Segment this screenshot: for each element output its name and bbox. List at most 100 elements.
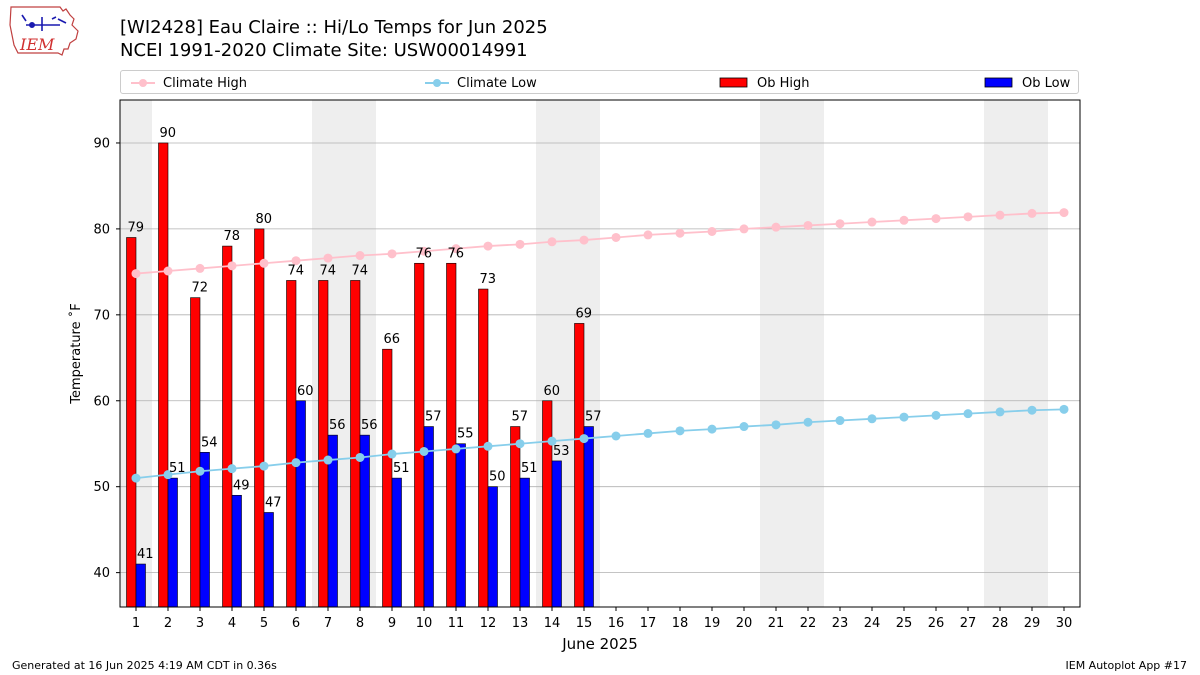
climate-low-point: [259, 461, 269, 471]
climate-high-point: [259, 258, 269, 268]
ob-high-bar: [190, 297, 201, 608]
x-tick-label: 22: [800, 616, 817, 631]
climate-low-point: [931, 410, 941, 420]
climate-high-point: [387, 249, 397, 259]
climate-high-point: [803, 220, 813, 230]
climate-low-point: [323, 455, 333, 465]
x-tick-label: 24: [864, 616, 881, 631]
climate-low-point: [611, 431, 621, 441]
climate-high-point: [355, 251, 365, 261]
x-tick-label: 9: [388, 616, 396, 631]
ob-high-label: 74: [352, 263, 369, 278]
climate-low-line: [135, 408, 1065, 479]
y-axis-label: Temperature ˚F: [68, 303, 84, 404]
climate-high-point: [515, 239, 525, 249]
ob-high-bar: [574, 323, 585, 608]
climate-high-point: [195, 263, 205, 273]
x-tick-label: 21: [768, 616, 785, 631]
climate-low-point: [195, 466, 205, 476]
ob-high-label: 57: [512, 410, 529, 425]
x-tick-label: 4: [228, 616, 236, 631]
climate-low-point: [131, 473, 141, 483]
climate-low-point: [803, 417, 813, 427]
ob-high-bar: [318, 280, 329, 608]
ob-high-bar: [350, 280, 361, 608]
legend-label-climate-high: Climate High: [163, 75, 248, 91]
ob-low-bar: [295, 400, 306, 608]
legend-label-ob-low: Ob Low: [1022, 75, 1071, 91]
x-tick-label: 23: [832, 616, 849, 631]
climate-high-point: [867, 217, 877, 227]
climate-high-point: [835, 219, 845, 229]
ob-low-label: 54: [201, 435, 218, 450]
iem-logo: IEM: [9, 6, 79, 56]
x-tick-label: 6: [292, 616, 300, 631]
climate-high-point: [771, 222, 781, 232]
ob-low-label: 41: [137, 547, 154, 562]
bar-value-labels: 79 90 72 78 80 74 74 74 66 76 76 73 57 60 69 41 51 54 49 47…: [128, 126, 602, 562]
ob-high-label: 73: [480, 272, 497, 287]
y-tick-label: 60: [93, 394, 110, 409]
ob-low-bar: [263, 512, 274, 608]
generated-timestamp: Generated at 16 Jun 2025 4:19 AM CDT in …: [12, 659, 277, 672]
x-tick-label: 10: [416, 616, 433, 631]
ob-low-bar: [391, 477, 402, 608]
ob-high-label: 74: [288, 263, 305, 278]
climate-high-point: [899, 215, 909, 225]
legend-item-climate-high: Climate High: [131, 74, 247, 92]
legend: Climate High Climate Low Ob High Ob Low: [120, 70, 1079, 94]
bars: [126, 142, 594, 608]
climate-high-point: [1059, 208, 1069, 218]
x-tick-label: 15: [576, 616, 593, 631]
x-tick-label: 25: [896, 616, 913, 631]
climate-low-line-swatch: [425, 79, 449, 87]
ob-low-label: 51: [393, 461, 410, 476]
legend-item-ob-low: Ob Low: [984, 74, 1070, 92]
climate-high-point: [483, 241, 493, 251]
y-tick-label: 70: [93, 308, 110, 323]
climate-low-point: [355, 452, 365, 462]
ob-high-label: 74: [320, 263, 337, 278]
x-tick-label: 17: [640, 616, 657, 631]
x-tick-label: 7: [324, 616, 332, 631]
x-tick-label: 20: [736, 616, 753, 631]
ob-high-bar: [510, 426, 521, 608]
climate-low-point: [675, 426, 685, 436]
climate-high-point: [675, 228, 685, 238]
climate-high-point: [611, 232, 621, 242]
chart-title: [WI2428] Eau Claire :: Hi/Lo Temps for J…: [120, 17, 548, 38]
ob-low-bar: [231, 494, 242, 608]
y-tick-label: 90: [93, 136, 110, 151]
ob-low-label: 50: [489, 470, 506, 485]
legend-label-ob-high: Ob High: [757, 75, 810, 91]
climate-high-point: [707, 226, 717, 236]
x-tick-label: 2: [164, 616, 172, 631]
climate-low-point: [291, 458, 301, 468]
climate-low-point: [771, 420, 781, 430]
ob-low-label: 57: [585, 410, 602, 425]
climate-high-point: [579, 235, 589, 245]
legend-item-ob-high: Ob High: [719, 74, 810, 92]
x-tick-label: 14: [544, 616, 561, 631]
ob-high-bar-swatch: [719, 77, 748, 88]
ob-low-bar: [519, 477, 530, 608]
ob-high-label: 79: [128, 220, 145, 235]
x-tick-label: 27: [960, 616, 977, 631]
ob-low-label: 56: [329, 418, 346, 433]
x-tick-label: 13: [512, 616, 529, 631]
climate-high-point: [451, 244, 461, 254]
x-tick-label: 1: [132, 616, 140, 631]
ob-low-label: 55: [457, 427, 474, 442]
climate-high-point: [931, 214, 941, 224]
climate-high-point: [323, 253, 333, 263]
climate-low-point: [899, 412, 909, 422]
ob-low-label: 53: [553, 444, 570, 459]
ob-high-label: 60: [544, 384, 561, 399]
ob-low-bar: [135, 563, 146, 608]
x-tick-label: 30: [1056, 616, 1073, 631]
climate-low-point: [739, 422, 749, 432]
ob-high-label: 72: [192, 281, 209, 296]
ob-high-label: 76: [448, 246, 465, 261]
ob-low-label: 47: [265, 495, 282, 510]
x-tick-label: 28: [992, 616, 1009, 631]
